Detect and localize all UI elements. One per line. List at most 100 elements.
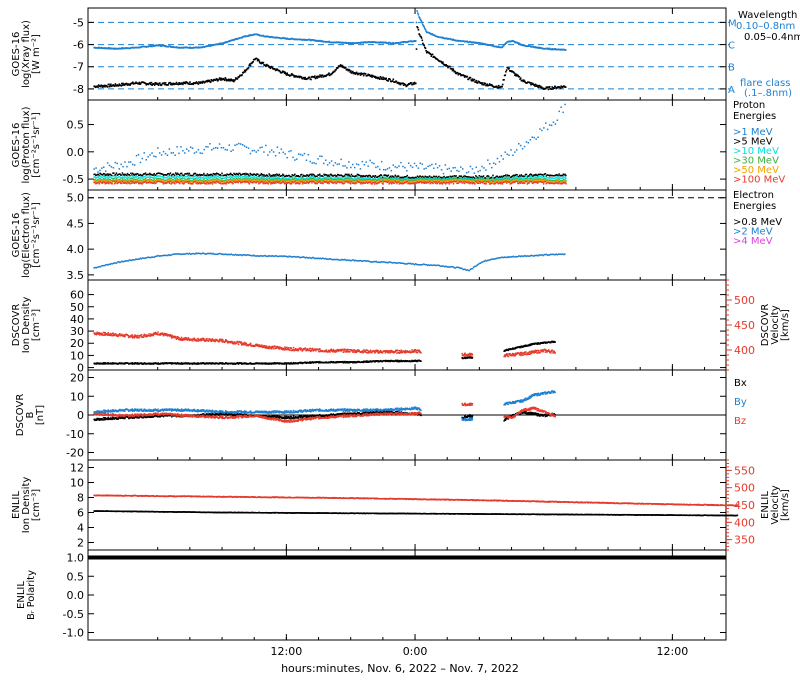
y-tick-label: -7 [73, 61, 84, 74]
proton-series-0-point [178, 153, 180, 155]
proton-series-5-point [170, 181, 172, 183]
proton-series-4-point [319, 179, 321, 181]
proton-series-0-point [232, 149, 234, 151]
proton-series-1-point [294, 174, 296, 176]
proton-series-0-point [340, 159, 342, 161]
proton-series-2-point [113, 175, 115, 177]
proton-series-4-point [239, 179, 241, 181]
proton-series-5-point [131, 183, 133, 185]
proton-series-0-point [192, 147, 194, 149]
proton-series-0-point [321, 156, 323, 158]
proton-series-1-point [269, 174, 271, 176]
proton-series-0-point [273, 151, 275, 153]
proton-series-0-point [254, 150, 256, 152]
proton-series-2-point [202, 177, 204, 179]
proton-series-0-point [537, 137, 539, 139]
proton-legend-title-2: Energies [733, 111, 776, 122]
proton-series-1-point [319, 174, 321, 176]
xray-series-1-point [548, 89, 550, 91]
proton-series-5-point [497, 182, 499, 184]
y-tick-label: 4.5 [67, 217, 85, 230]
proton-series-2-point [137, 176, 139, 178]
proton-series-0-point [329, 162, 331, 164]
proton-series-0-point [358, 164, 360, 166]
xray-series-1-point [159, 82, 161, 84]
proton-series-5-point [407, 181, 409, 183]
proton-series-4-point [526, 179, 528, 181]
proton-series-0-point [518, 143, 520, 145]
proton-series-0-point [200, 152, 202, 154]
x-tick-label: 12:00 [271, 645, 303, 658]
proton-series-4-point [207, 180, 209, 182]
proton-series-4-point [375, 180, 377, 182]
proton-series-0-point [306, 160, 308, 162]
proton-series-1-point [505, 174, 507, 176]
xray-series-0-point [416, 22, 418, 24]
proton-series-2-point [301, 177, 303, 179]
proton-series-1-point [492, 175, 494, 177]
proton-series-0-point [514, 151, 516, 153]
proton-series-0-point [99, 170, 101, 172]
proton-series-0-point [130, 161, 132, 163]
proton-series-5-point [491, 182, 493, 184]
proton-series-0-point [230, 151, 232, 153]
proton-series-5-point [398, 181, 400, 183]
proton-series-0-point [180, 146, 182, 148]
proton-series-0-point [120, 164, 122, 166]
proton-series-0-point [103, 167, 105, 169]
proton-series-5-point [424, 183, 426, 185]
proton-series-4-point [346, 179, 348, 181]
proton-series-5-point [322, 183, 324, 185]
proton-series-0-point [312, 162, 314, 164]
proton-series-0-point [111, 166, 113, 168]
proton-series-1-point [381, 175, 383, 177]
proton-series-0-point [128, 161, 130, 163]
proton-series-0-point [165, 153, 167, 155]
xray-series-1-point [502, 84, 504, 86]
proton-series-1-point [260, 174, 262, 176]
proton-series-5-point [458, 182, 460, 184]
xray-series-1-point [201, 82, 203, 84]
proton-series-0-point [364, 164, 366, 166]
proton-series-4-point [195, 179, 197, 181]
proton-series-1-point [407, 175, 409, 177]
proton-series-2-point [153, 177, 155, 179]
proton-series-0-point [396, 167, 398, 169]
proton-series-0-point [155, 156, 157, 158]
proton-series-0-point [520, 145, 522, 147]
proton-series-5-point [226, 183, 228, 185]
x-tick-label: 12:00 [657, 645, 689, 658]
proton-series-0-point [169, 148, 171, 150]
proton-series-0-point [234, 145, 236, 147]
xray-series-1-point [506, 69, 508, 71]
proton-series-2-point [107, 176, 109, 178]
proton-series-5-point [356, 182, 358, 184]
proton-series-5-point [102, 182, 104, 184]
proton-series-5-point [455, 181, 457, 183]
proton-series-5-point [212, 183, 214, 185]
proton-series-4-point [501, 180, 503, 182]
proton-series-0-point [503, 158, 505, 160]
xray-series-1-point [501, 86, 503, 88]
proton-series-5-point [272, 183, 274, 185]
proton-series-4-point [279, 179, 281, 181]
proton-series-0-point [366, 161, 368, 163]
proton-series-0-point [535, 138, 537, 140]
proton-series-1-point [283, 175, 285, 177]
proton-series-4-point [187, 179, 189, 181]
proton-series-1-point [398, 175, 400, 177]
proton-series-5-point [474, 183, 476, 185]
proton-series-0-point [389, 167, 391, 169]
flare-class-label: B [728, 63, 735, 74]
xray-series-1-point [505, 74, 507, 76]
proton-series-0-point [290, 150, 292, 152]
proton-series-1-point [305, 176, 307, 178]
xray-series-1-point [176, 82, 178, 84]
proton-series-1-point [429, 175, 431, 177]
xray-series-1-point [389, 79, 391, 81]
proton-series-0-point [339, 163, 341, 165]
xray-series-1-point [138, 82, 140, 84]
proton-series-5-point [188, 183, 190, 185]
proton-series-5-point [531, 181, 533, 183]
